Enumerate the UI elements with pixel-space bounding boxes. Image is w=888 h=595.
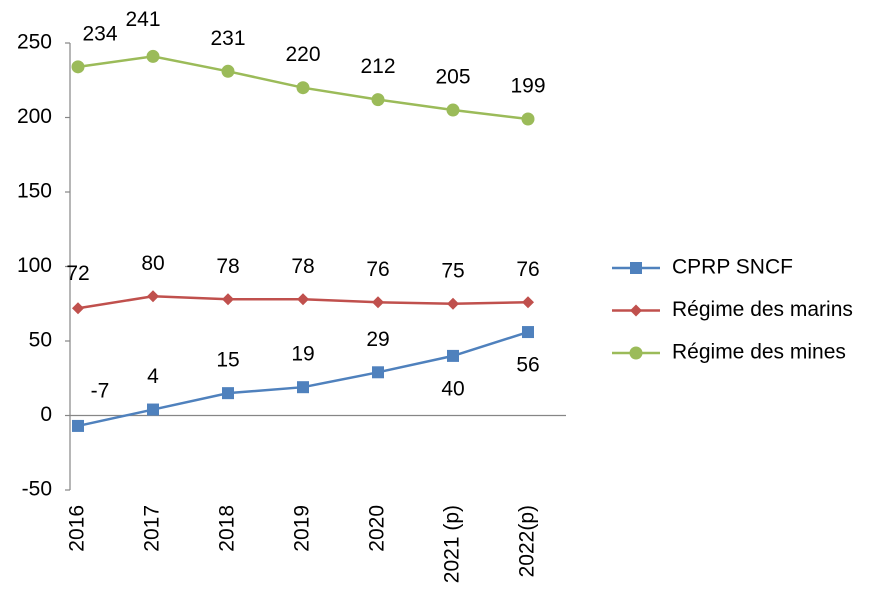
data-label: 78 xyxy=(291,255,314,278)
data-label: 199 xyxy=(510,75,545,98)
data-label: 231 xyxy=(210,27,245,50)
marker xyxy=(222,387,234,400)
y-tick-label: 250 xyxy=(17,31,52,54)
marker xyxy=(72,302,84,315)
marker xyxy=(147,403,159,416)
x-tick-label: 2022(p) xyxy=(516,505,539,577)
marker xyxy=(71,60,85,74)
y-tick-label: -50 xyxy=(22,478,52,501)
legend-label: CPRP SNCF xyxy=(672,256,793,279)
marker xyxy=(447,297,459,310)
y-tick-label: 200 xyxy=(17,105,52,128)
x-tick-label: 2018 xyxy=(216,505,239,552)
marker xyxy=(147,290,159,303)
data-label: 212 xyxy=(360,55,395,78)
data-label: 15 xyxy=(216,349,239,372)
marker xyxy=(629,346,643,360)
marker xyxy=(630,262,642,274)
x-tick-label: 2016 xyxy=(66,505,89,552)
marker xyxy=(297,293,309,306)
marker xyxy=(446,103,460,117)
data-label: 241 xyxy=(125,8,160,31)
marker xyxy=(296,81,310,95)
x-tick-label: 2020 xyxy=(366,505,389,552)
data-label: 40 xyxy=(441,377,464,400)
data-label: 56 xyxy=(516,354,539,377)
data-label: 76 xyxy=(366,258,389,281)
data-label: 75 xyxy=(441,259,464,282)
data-label: 29 xyxy=(366,328,389,351)
marker xyxy=(630,304,642,317)
marker xyxy=(522,296,534,309)
data-label: 72 xyxy=(66,262,89,285)
marker xyxy=(372,296,384,309)
marker xyxy=(521,112,535,126)
data-label: 234 xyxy=(82,22,117,45)
x-tick-label: 2017 xyxy=(141,505,164,552)
marker xyxy=(371,93,385,107)
y-tick-label: 50 xyxy=(29,329,52,352)
y-tick-label: 100 xyxy=(17,254,52,277)
data-label: 78 xyxy=(216,255,239,278)
marker xyxy=(372,366,384,379)
data-label: 19 xyxy=(291,343,314,366)
y-tick-label: 150 xyxy=(17,180,52,203)
marker xyxy=(222,293,234,306)
marker xyxy=(146,49,160,63)
marker xyxy=(447,349,459,362)
data-label: -7 xyxy=(91,379,110,402)
x-tick-label: 2019 xyxy=(291,505,314,552)
data-label: 220 xyxy=(285,43,320,66)
legend-label: Régime des marins xyxy=(672,298,853,321)
data-label: 80 xyxy=(141,252,164,275)
x-tick-label: 2021 (p) xyxy=(441,505,464,583)
data-label: 205 xyxy=(435,66,470,89)
marker xyxy=(297,381,309,394)
data-label: 4 xyxy=(147,365,159,388)
data-label: 76 xyxy=(516,258,539,281)
y-tick-label: 0 xyxy=(40,403,52,426)
marker xyxy=(221,64,235,78)
legend-label: Régime des mines xyxy=(672,341,846,364)
marker xyxy=(522,326,534,339)
marker xyxy=(72,419,84,432)
